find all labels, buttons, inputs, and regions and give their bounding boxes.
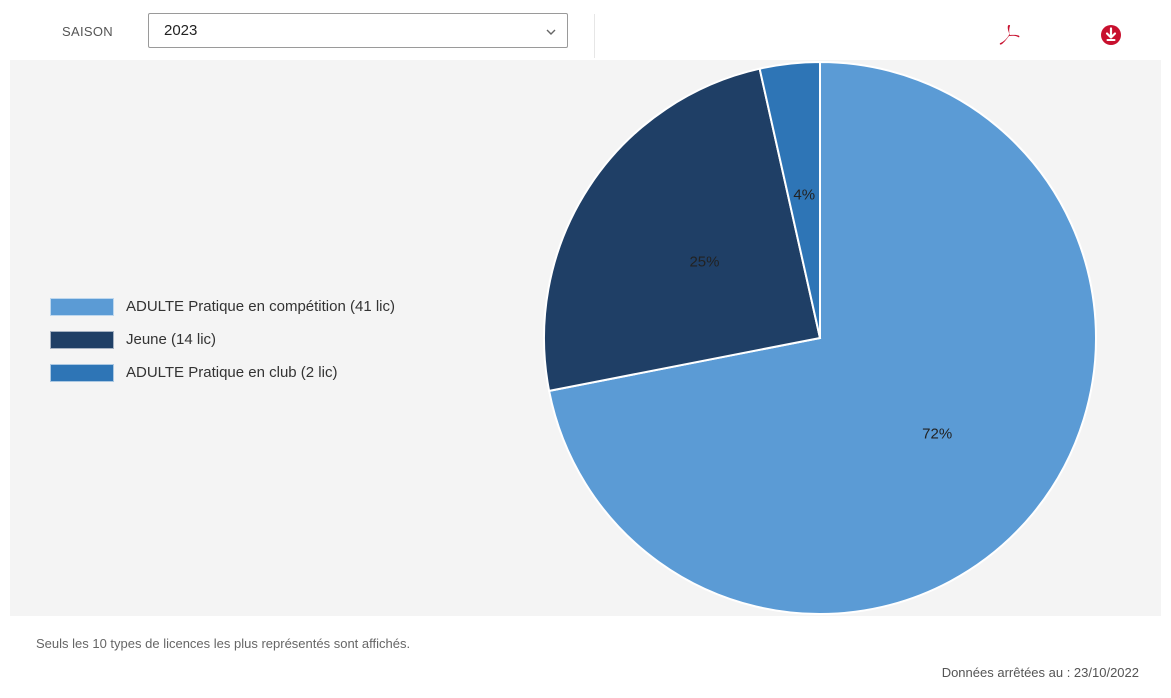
slice-percent-label: 25% [689,253,719,270]
season-select[interactable]: 2023 [148,13,568,48]
legend-label: Jeune (14 lic) [126,331,217,348]
slice-percent-label: 4% [793,186,815,203]
legend-swatch [50,363,114,382]
chart-legend: ADULTE Pratique en compétition (41 lic) J… [50,290,395,389]
chevron-down-icon [546,29,556,35]
season-select-value: 2023 [164,22,198,39]
season-label: SAISON [62,24,113,39]
download-icon[interactable] [1100,24,1122,46]
pie-slice[interactable] [547,60,1097,615]
legend-label: ADULTE Pratique en club (2 lic) [126,364,338,381]
legend-swatch [50,297,114,316]
data-date: Données arrêtées au : 23/10/2022 [941,665,1139,680]
pdf-icon[interactable] [997,23,1021,47]
legend-swatch [50,330,114,349]
toolbar-divider [594,14,595,58]
slice-percent-label: 72% [922,425,952,442]
pie-slice[interactable] [758,60,821,339]
legend-item[interactable]: Jeune (14 lic) [50,323,395,356]
footer-note: Seuls les 10 types de licences les plus … [36,636,411,651]
legend-label: ADULTE Pratique en compétition (41 lic) [126,298,396,315]
chart-panel: ADULTE Pratique en compétition (41 lic) J… [10,60,1161,616]
legend-item[interactable]: ADULTE Pratique en club (2 lic) [50,356,395,389]
pie-chart: 72% 25% 4% [543,60,1097,615]
toolbar: SAISON 2023 [10,8,1161,58]
pie-slice[interactable] [543,67,822,393]
legend-item[interactable]: ADULTE Pratique en compétition (41 lic) [50,290,395,323]
